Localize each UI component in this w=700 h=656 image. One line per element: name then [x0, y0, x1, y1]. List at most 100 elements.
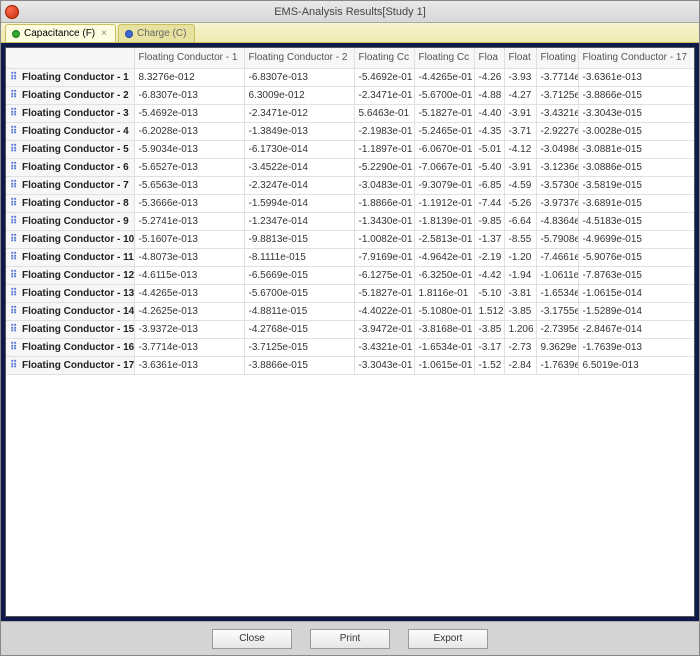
cell[interactable]: -2.84	[504, 356, 536, 374]
cell[interactable]: -4.9642e-01	[414, 248, 474, 266]
cell[interactable]: -3.81	[504, 284, 536, 302]
row-header[interactable]: ⠿Floating Conductor - 16	[6, 338, 134, 356]
cell[interactable]: -2.19	[474, 248, 504, 266]
table-row[interactable]: ⠿Floating Conductor - 7-5.6563e-013-2.32…	[6, 176, 694, 194]
cell[interactable]: -1.0615e-014	[578, 284, 694, 302]
cell[interactable]: -3.0028e-015	[578, 122, 694, 140]
cell[interactable]: -9.85	[474, 212, 504, 230]
cell[interactable]: -3.9737e	[536, 194, 578, 212]
cell[interactable]: -4.35	[474, 122, 504, 140]
cell[interactable]: -5.9076e-015	[578, 248, 694, 266]
col-header[interactable]: Float	[504, 48, 536, 68]
cell[interactable]: -3.5819e-015	[578, 176, 694, 194]
cell[interactable]: -5.2741e-013	[134, 212, 244, 230]
row-header[interactable]: ⠿Floating Conductor - 12	[6, 266, 134, 284]
cell[interactable]: -3.7714e	[536, 68, 578, 86]
table-row[interactable]: ⠿Floating Conductor - 5-5.9034e-013-6.17…	[6, 140, 694, 158]
cell[interactable]: -1.8866e-01	[354, 194, 414, 212]
cell[interactable]: -3.6361e-013	[578, 68, 694, 86]
cell[interactable]: -6.2028e-013	[134, 122, 244, 140]
cell[interactable]: 5.6463e-01	[354, 104, 414, 122]
cell[interactable]: -5.3666e-013	[134, 194, 244, 212]
cell[interactable]: -3.0886e-015	[578, 158, 694, 176]
table-row[interactable]: ⠿Floating Conductor - 13-4.4265e-013-5.6…	[6, 284, 694, 302]
cell[interactable]: -4.6115e-013	[134, 266, 244, 284]
cell[interactable]: -1.3849e-013	[244, 122, 354, 140]
cell[interactable]: -7.9169e-01	[354, 248, 414, 266]
cell[interactable]: -2.3471e-01	[354, 86, 414, 104]
cell[interactable]: -5.40	[474, 158, 504, 176]
cell[interactable]: -3.7125e	[536, 86, 578, 104]
cell[interactable]: -2.9227e	[536, 122, 578, 140]
cell[interactable]: -1.7639e	[536, 356, 578, 374]
cell[interactable]: -5.6700e-01	[414, 86, 474, 104]
cell[interactable]: -3.17	[474, 338, 504, 356]
cell[interactable]: -1.1912e-01	[414, 194, 474, 212]
cell[interactable]: -3.4321e	[536, 104, 578, 122]
cell[interactable]: -3.0498e	[536, 140, 578, 158]
cell[interactable]: -6.1730e-014	[244, 140, 354, 158]
cell[interactable]: -7.44	[474, 194, 504, 212]
cell[interactable]: -3.85	[474, 320, 504, 338]
cell[interactable]: -3.7125e-015	[244, 338, 354, 356]
cell[interactable]: -1.6534e-01	[414, 338, 474, 356]
cell[interactable]: -6.0670e-01	[414, 140, 474, 158]
cell[interactable]: -1.5994e-014	[244, 194, 354, 212]
cell[interactable]: -1.0611e	[536, 266, 578, 284]
cell[interactable]: -2.1983e-01	[354, 122, 414, 140]
cell[interactable]: -5.1080e-01	[414, 302, 474, 320]
cell[interactable]: -2.3471e-012	[244, 104, 354, 122]
cell[interactable]: -4.40	[474, 104, 504, 122]
cell[interactable]: -1.7639e-013	[578, 338, 694, 356]
cell[interactable]: -1.0615e-01	[414, 356, 474, 374]
table-row[interactable]: ⠿Floating Conductor - 16-3.7714e-013-3.7…	[6, 338, 694, 356]
cell[interactable]: -4.12	[504, 140, 536, 158]
export-button[interactable]: Export	[408, 629, 488, 649]
print-button[interactable]: Print	[310, 629, 390, 649]
cell[interactable]: -2.7395e	[536, 320, 578, 338]
cell[interactable]: -6.1275e-01	[354, 266, 414, 284]
cell[interactable]: -8.1111e-015	[244, 248, 354, 266]
cell[interactable]: 9.3629e	[536, 338, 578, 356]
cell[interactable]: -4.27	[504, 86, 536, 104]
tab-capacitance[interactable]: Capacitance (F) ×	[5, 24, 116, 42]
cell[interactable]: -4.42	[474, 266, 504, 284]
cell[interactable]: -2.8467e-014	[578, 320, 694, 338]
cell[interactable]: -6.3250e-01	[414, 266, 474, 284]
table-row[interactable]: ⠿Floating Conductor - 12-4.6115e-013-6.5…	[6, 266, 694, 284]
row-header[interactable]: ⠿Floating Conductor - 4	[6, 122, 134, 140]
table-row[interactable]: ⠿Floating Conductor - 17-3.6361e-013-3.8…	[6, 356, 694, 374]
cell[interactable]: -4.4022e-01	[354, 302, 414, 320]
cell[interactable]: -3.6361e-013	[134, 356, 244, 374]
cell[interactable]: -3.0483e-01	[354, 176, 414, 194]
cell[interactable]: -5.4692e-01	[354, 68, 414, 86]
table-row[interactable]: ⠿Floating Conductor - 8-5.3666e-013-1.59…	[6, 194, 694, 212]
cell[interactable]: -3.9472e-01	[354, 320, 414, 338]
cell[interactable]: -3.1755e	[536, 302, 578, 320]
table-row[interactable]: ⠿Floating Conductor - 14-4.2625e-013-4.8…	[6, 302, 694, 320]
row-header[interactable]: ⠿Floating Conductor - 5	[6, 140, 134, 158]
cell[interactable]: -5.2465e-01	[414, 122, 474, 140]
cell[interactable]: -2.5813e-01	[414, 230, 474, 248]
cell[interactable]: -4.26	[474, 68, 504, 86]
cell[interactable]: 1.206	[504, 320, 536, 338]
col-header[interactable]: Floating Conductor - 17	[578, 48, 694, 68]
cell[interactable]: -3.93	[504, 68, 536, 86]
col-header[interactable]: Floating Conductor - 1	[134, 48, 244, 68]
col-header[interactable]: Floating Conductor - 2	[244, 48, 354, 68]
cell[interactable]: -5.7908e	[536, 230, 578, 248]
cell[interactable]: -3.4321e-01	[354, 338, 414, 356]
cell[interactable]: -4.59	[504, 176, 536, 194]
cell[interactable]: -3.8866e-015	[244, 356, 354, 374]
cell[interactable]: -7.0667e-01	[414, 158, 474, 176]
row-header[interactable]: ⠿Floating Conductor - 17	[6, 356, 134, 374]
cell[interactable]: -6.5669e-015	[244, 266, 354, 284]
cell[interactable]: -3.71	[504, 122, 536, 140]
col-header[interactable]: Floating Cc	[414, 48, 474, 68]
cell[interactable]: -5.6700e-015	[244, 284, 354, 302]
cell[interactable]: -7.4661e	[536, 248, 578, 266]
row-header[interactable]: ⠿Floating Conductor - 13	[6, 284, 134, 302]
row-header[interactable]: ⠿Floating Conductor - 14	[6, 302, 134, 320]
table-row[interactable]: ⠿Floating Conductor - 10-5.1607e-013-9.8…	[6, 230, 694, 248]
cell[interactable]: -1.8139e-01	[414, 212, 474, 230]
